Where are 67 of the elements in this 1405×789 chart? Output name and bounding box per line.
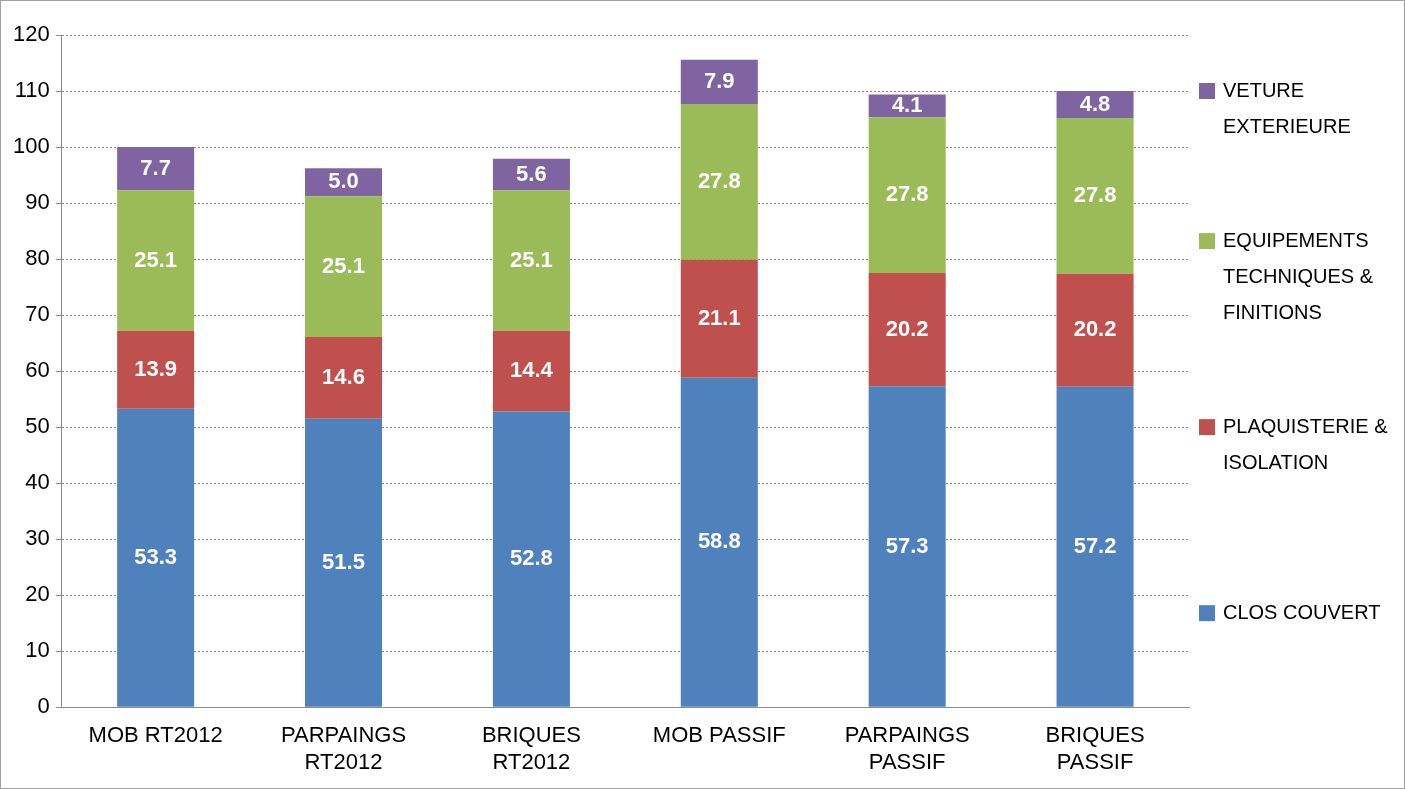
bar: [117, 147, 195, 191]
y-tick-label: 90: [25, 189, 50, 215]
x-tick-label: PARPAINGS RT2012: [280, 722, 407, 774]
bar: [117, 330, 195, 409]
data-label: 27.8: [697, 167, 741, 193]
legend-label: EQUIPEMENTS TECHNIQUES & FINITIONS: [1223, 228, 1374, 323]
bar: [117, 408, 195, 707]
bar: [492, 330, 570, 412]
data-label: 27.8: [885, 181, 929, 207]
bar: [680, 59, 758, 104]
y-tick-label: 120: [12, 21, 50, 47]
y-tick-label: 40: [25, 469, 50, 495]
data-label: 14.6: [322, 363, 365, 389]
data-label: 7.7: [140, 154, 171, 180]
y-tick-label: 50: [25, 413, 50, 439]
data-label: 25.1: [134, 246, 178, 272]
y-tick-label: 30: [25, 525, 50, 551]
bar: [1056, 386, 1134, 707]
bar: [680, 259, 758, 378]
data-label: 21.1: [697, 304, 741, 330]
data-label: 58.8: [697, 528, 741, 554]
y-tick-label: 60: [25, 357, 50, 383]
data-label: 27.8: [1073, 181, 1117, 207]
y-tick-label: 0: [37, 693, 50, 719]
data-label: 57.3: [885, 532, 929, 558]
data-label: 53.3: [134, 543, 178, 569]
bar: [680, 103, 758, 260]
data-label: 14.4: [510, 357, 554, 383]
y-tick-label: 80: [25, 245, 50, 271]
legend-label: CLOS COUVERT: [1223, 600, 1381, 623]
bar: [680, 377, 758, 707]
bar: [305, 196, 383, 337]
data-label: 13.9: [134, 355, 178, 381]
bar: [868, 273, 946, 387]
data-label: 52.8: [510, 545, 553, 571]
x-tick-label: MOB RT2012: [88, 722, 223, 748]
bar: [305, 336, 383, 419]
data-label: 25.1: [322, 252, 365, 278]
y-tick-label: 70: [25, 301, 50, 327]
data-label: 5.6: [516, 160, 547, 186]
bar: [868, 386, 946, 707]
data-label: 51.5: [322, 548, 365, 574]
bar: [117, 190, 195, 331]
data-label: 57.2: [1073, 532, 1117, 558]
data-label: 20.2: [1073, 316, 1117, 342]
bar: [1056, 273, 1134, 387]
bar: [868, 117, 946, 274]
y-tick-label: 10: [25, 637, 50, 663]
bar: [1056, 117, 1134, 274]
y-tick-label: 100: [12, 133, 50, 159]
bar: [305, 418, 383, 707]
x-tick-label: MOB PASSIF: [652, 722, 786, 748]
bar: [492, 190, 570, 331]
y-tick-label: 110: [14, 77, 50, 103]
y-tick-label: 20: [25, 581, 50, 607]
data-label: 25.1: [510, 246, 553, 272]
data-label: 7.9: [704, 67, 735, 93]
data-label: 4.1: [891, 91, 923, 117]
legend-label: PLAQUISTERIE & ISOLATION: [1223, 414, 1389, 473]
data-label: 20.2: [885, 315, 929, 341]
x-tick-label: PARPAINGS PASSIF: [844, 722, 970, 774]
data-label: 5.0: [328, 168, 359, 194]
bar: [492, 411, 570, 707]
x-tick-label: BRIQUES RT2012: [481, 722, 581, 774]
legend-label: VETURE EXTERIEURE: [1223, 78, 1351, 137]
x-tick-label: BRIQUES PASSIF: [1045, 722, 1145, 774]
data-label: 4.8: [1079, 90, 1111, 116]
